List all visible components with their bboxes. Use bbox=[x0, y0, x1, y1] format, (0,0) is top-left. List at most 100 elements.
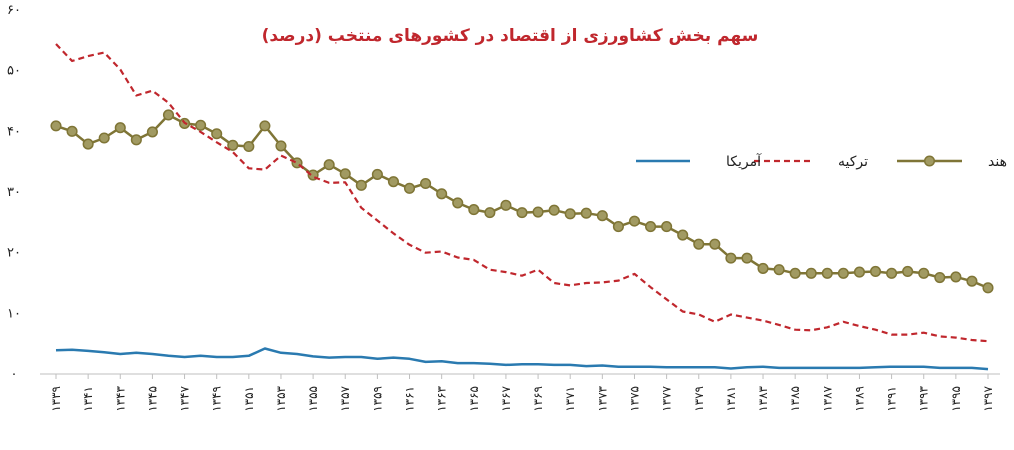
data-point bbox=[628, 215, 641, 227]
x-tick-label: ۱۳۴۵ bbox=[145, 386, 159, 412]
data-point bbox=[227, 139, 239, 151]
data-point bbox=[837, 267, 849, 279]
series-line bbox=[55, 347, 989, 371]
x-tick-label: ۱۳۷۳ bbox=[595, 385, 609, 411]
data-point bbox=[902, 265, 914, 278]
x-tick-label: ۱۳۸۱ bbox=[724, 386, 738, 412]
data-point bbox=[114, 122, 126, 134]
x-tick-label: ۱۳۷۹ bbox=[692, 386, 706, 412]
data-point bbox=[98, 132, 110, 144]
series-1 bbox=[55, 43, 989, 343]
x-tick-label: ۱۳۵۳ bbox=[274, 385, 288, 411]
data-point bbox=[500, 199, 512, 211]
x-tick-label: ۱۳۶۵ bbox=[467, 386, 481, 412]
data-point bbox=[853, 266, 865, 278]
data-point bbox=[886, 267, 898, 279]
x-tick-label: ۱۳۵۹ bbox=[370, 386, 384, 412]
data-point bbox=[789, 267, 801, 279]
y-tick-label: ۲۰ bbox=[7, 246, 21, 261]
x-tick-label: ۱۳۴۱ bbox=[81, 386, 95, 412]
data-point bbox=[275, 140, 287, 152]
x-tick-label: ۱۳۸۵ bbox=[788, 386, 802, 412]
data-point bbox=[709, 238, 721, 250]
data-point bbox=[436, 188, 448, 200]
legend-label: هند bbox=[988, 154, 1007, 170]
x-tick-label: ۱۳۵۱ bbox=[242, 386, 256, 412]
data-point bbox=[195, 119, 207, 131]
data-point bbox=[564, 208, 576, 220]
data-point bbox=[355, 179, 367, 191]
data-point bbox=[982, 282, 994, 294]
series-2 bbox=[55, 347, 989, 371]
x-tick-label: ۱۳۸۳ bbox=[756, 385, 770, 411]
legend-item: آمریکا bbox=[636, 153, 762, 170]
data-point bbox=[580, 207, 592, 219]
data-point bbox=[950, 271, 962, 283]
data-point bbox=[452, 197, 464, 209]
y-tick-label: ۶۰ bbox=[7, 3, 21, 18]
data-point bbox=[130, 134, 142, 146]
data-point bbox=[516, 207, 528, 219]
data-point bbox=[339, 168, 351, 180]
x-tick-label: ۱۳۶۱ bbox=[403, 386, 417, 412]
data-point bbox=[773, 264, 785, 276]
legend: هند ترکیه آمریکا bbox=[636, 153, 1007, 170]
data-point bbox=[741, 252, 753, 264]
data-point bbox=[532, 206, 544, 218]
x-tick-label: ۱۳۴۷ bbox=[178, 385, 192, 411]
series-0 bbox=[50, 109, 994, 294]
y-tick-label: ۳۰ bbox=[7, 185, 21, 200]
x-tick-label: ۱۳۶۷ bbox=[499, 385, 513, 411]
data-point bbox=[484, 207, 496, 219]
data-point bbox=[66, 125, 78, 137]
x-tick-label: ۱۳۵۵ bbox=[306, 386, 320, 412]
x-tick-label: ۱۳۳۹ bbox=[49, 386, 63, 412]
data-point bbox=[162, 109, 175, 121]
y-tick-label: ۵۰ bbox=[7, 64, 21, 79]
axes: ۰ ۱۰ ۲۰ ۳۰ ۴۰ ۵۰ ۶۰ ۱۳۳۹ ۱۳۴۱ ۱۳۴۳ ۱۳۴۵ ۱۳۴۷ ۱۳۴۹ ۱۳۵… bbox=[7, 3, 1000, 412]
x-tick-label: ۱۳۹۵ bbox=[949, 386, 963, 412]
legend-item: هند bbox=[897, 154, 1007, 170]
legend-item: ترکیه bbox=[754, 154, 868, 170]
data-point bbox=[50, 120, 62, 132]
data-point bbox=[757, 262, 769, 274]
legend-label: آمریکا bbox=[726, 153, 762, 170]
data-point bbox=[693, 238, 705, 250]
data-point bbox=[918, 267, 930, 279]
data-point bbox=[934, 271, 946, 284]
data-point bbox=[211, 128, 223, 140]
data-point bbox=[612, 221, 624, 233]
data-point bbox=[966, 275, 978, 287]
x-tick-label: ۱۳۴۳ bbox=[113, 385, 127, 411]
x-tick-label: ۱۳۷۵ bbox=[627, 386, 641, 412]
data-point bbox=[323, 159, 335, 171]
series-group bbox=[50, 43, 994, 371]
data-point bbox=[805, 267, 817, 279]
chart-title: سهم بخش کشاورزی از اقتصاد در کشورهای منت… bbox=[262, 26, 759, 46]
data-point bbox=[661, 221, 673, 233]
data-point bbox=[146, 126, 158, 138]
data-point bbox=[243, 140, 255, 153]
data-point bbox=[725, 252, 737, 264]
y-tick-label: ۴۰ bbox=[7, 124, 21, 139]
data-point bbox=[677, 229, 689, 241]
legend-marker bbox=[923, 155, 936, 167]
series-line bbox=[55, 43, 989, 343]
data-point bbox=[403, 182, 416, 194]
x-tick-label: ۱۳۹۷ bbox=[981, 385, 995, 411]
series-line bbox=[55, 113, 989, 290]
y-tick-label: ۱۰ bbox=[7, 306, 21, 321]
data-point bbox=[645, 221, 657, 233]
x-tick-label: ۱۳۹۱ bbox=[885, 386, 899, 412]
data-point bbox=[548, 204, 560, 216]
data-point bbox=[371, 168, 383, 180]
x-tick-label: ۱۳۷۱ bbox=[563, 386, 577, 412]
data-point bbox=[821, 267, 833, 279]
data-point bbox=[387, 176, 399, 188]
data-point bbox=[420, 177, 432, 190]
x-tick-label: ۱۳۸۹ bbox=[852, 386, 866, 412]
x-tick-label: ۱۳۹۳ bbox=[917, 385, 931, 411]
data-point bbox=[596, 210, 608, 222]
